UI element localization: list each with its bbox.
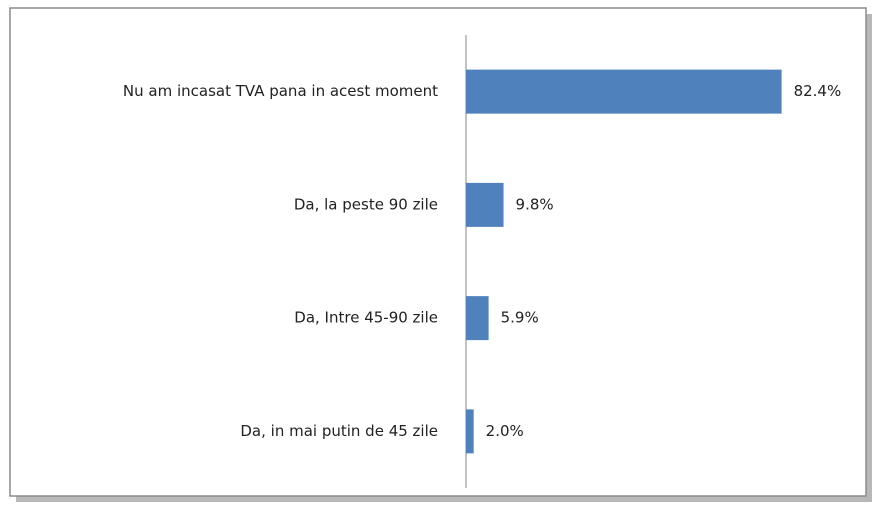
bar	[466, 182, 504, 227]
bar	[466, 409, 474, 454]
category-label: Da, in mai putin de 45 zile	[240, 422, 438, 440]
category-label: Da, Intre 45-90 zile	[294, 309, 438, 327]
value-label: 9.8%	[516, 195, 554, 213]
bar	[466, 296, 489, 341]
category-label: Da, la peste 90 zile	[294, 195, 438, 213]
value-label: 2.0%	[486, 422, 524, 440]
value-label: 82.4%	[794, 82, 842, 100]
bar	[466, 69, 782, 114]
category-label: Nu am incasat TVA pana in acest moment	[123, 82, 438, 100]
value-label: 5.9%	[501, 309, 539, 327]
